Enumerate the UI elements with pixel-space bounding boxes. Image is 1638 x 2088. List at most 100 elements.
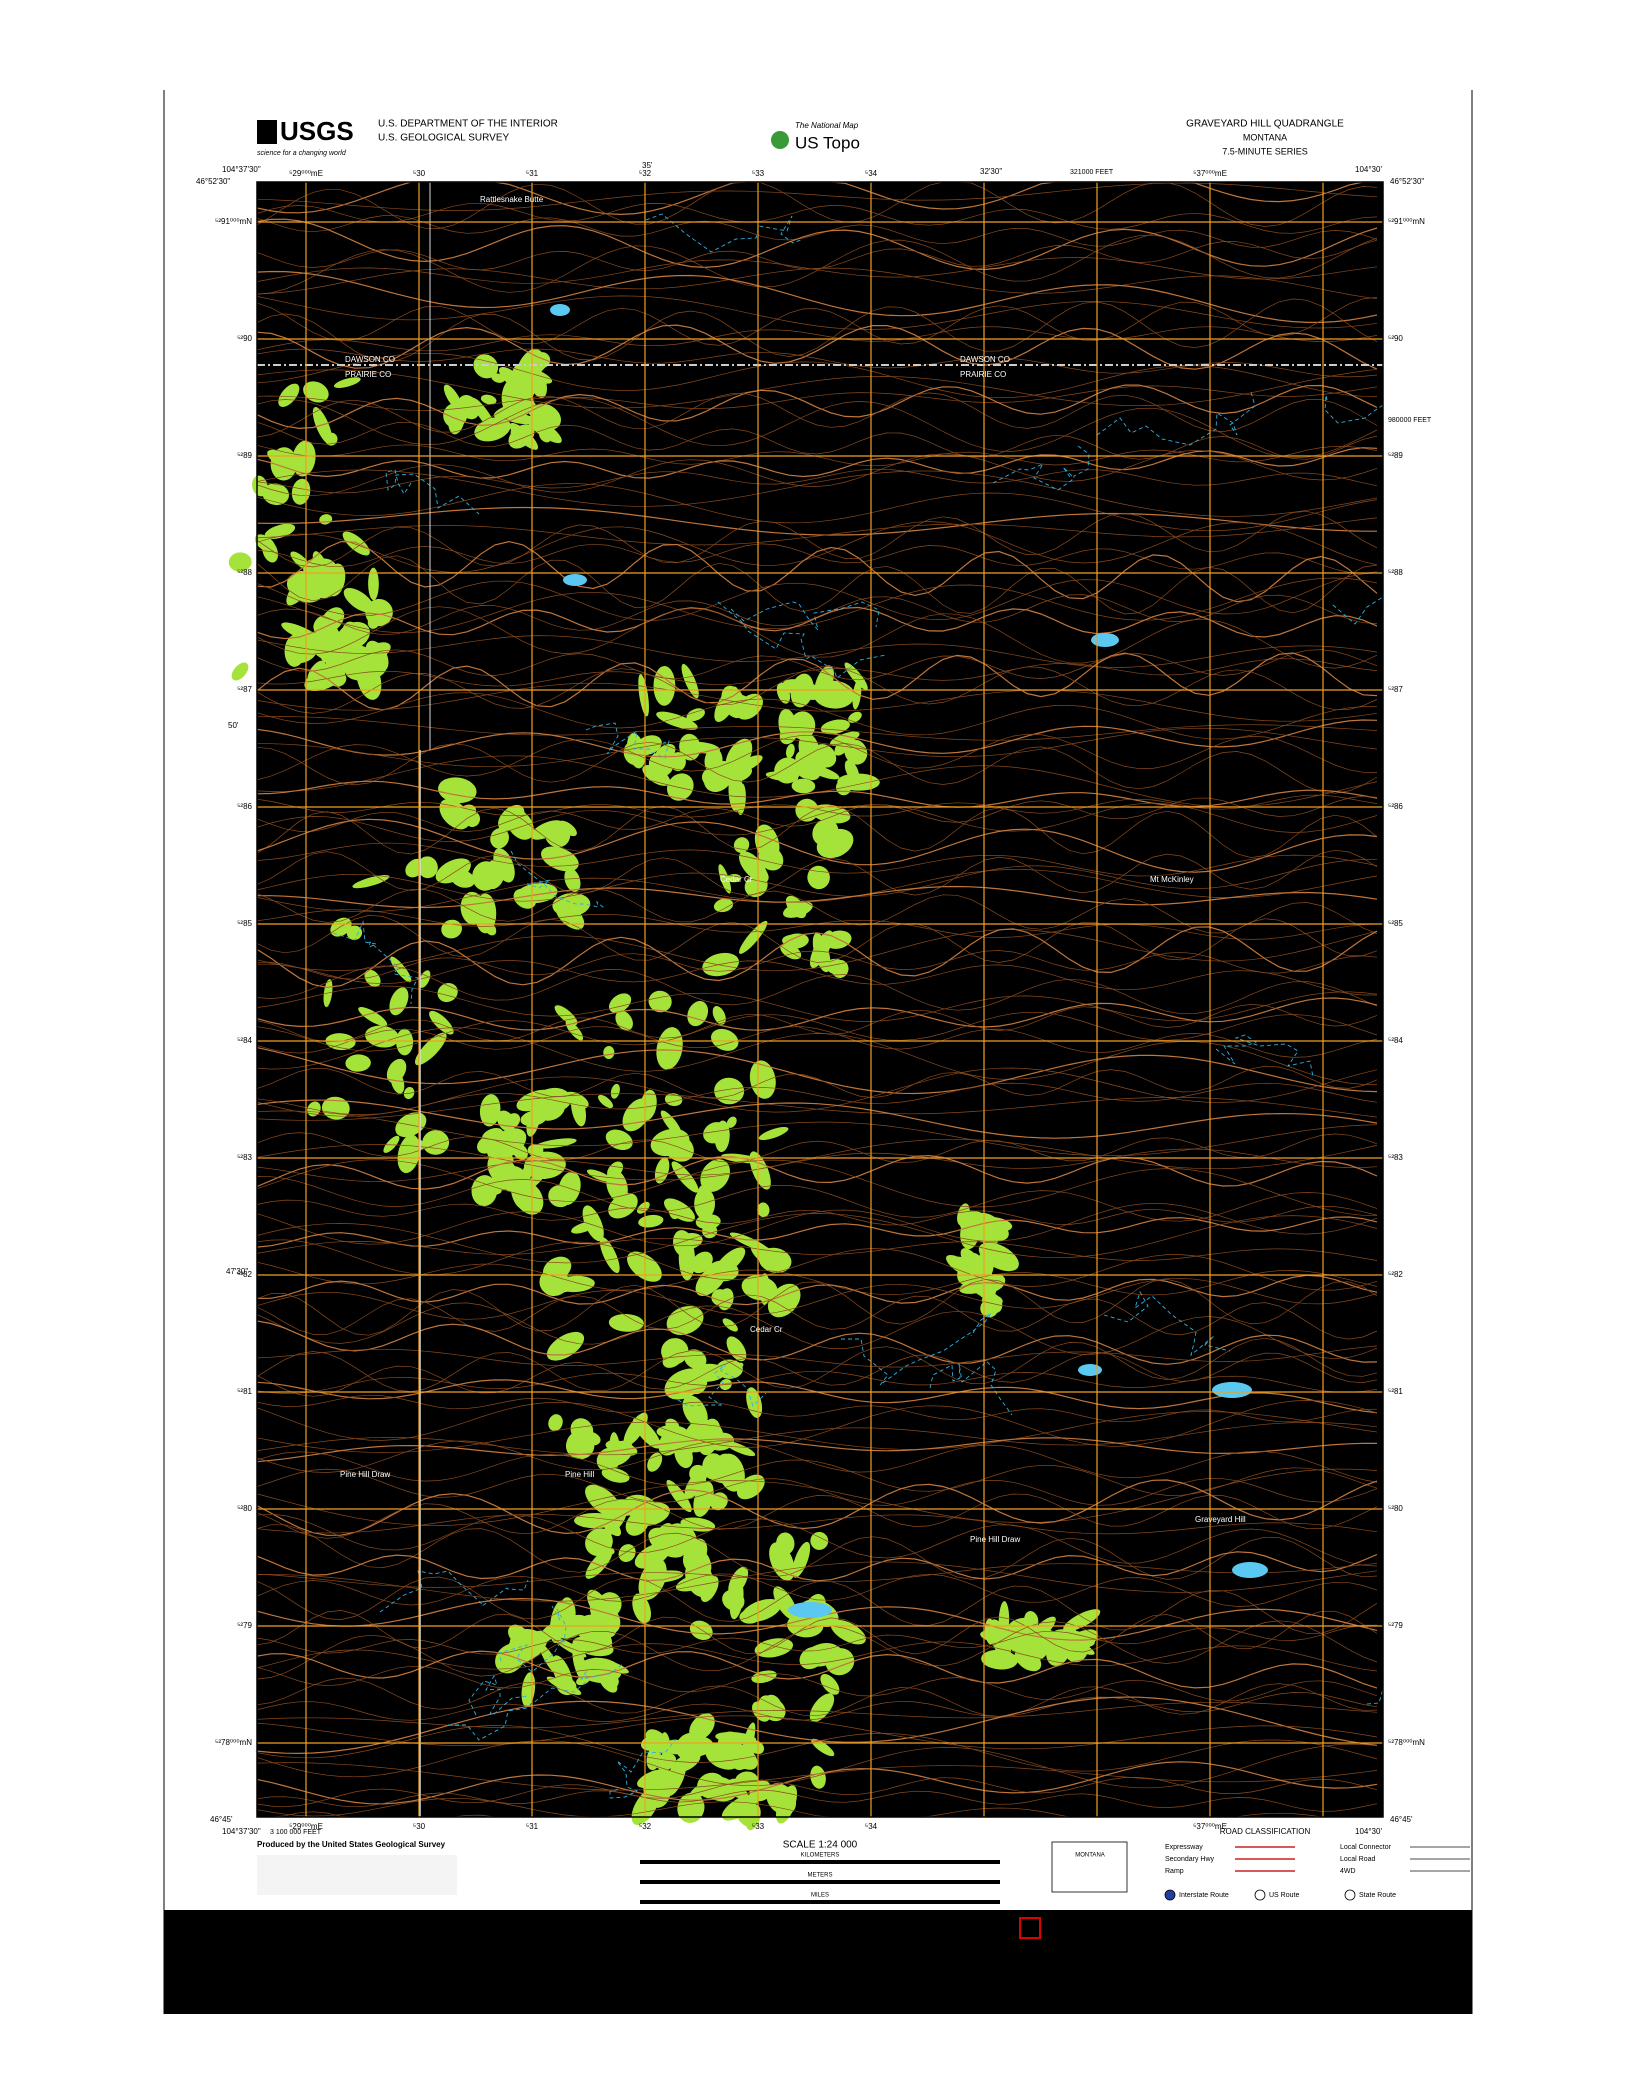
- place-name: Cedar Cr: [750, 1325, 783, 1334]
- vegetation: [548, 1414, 563, 1432]
- vegetation: [684, 1349, 707, 1369]
- scale-unit: FEET: [812, 1906, 828, 1912]
- vegetation: [636, 1201, 650, 1214]
- contour: [256, 297, 1378, 346]
- vegetation: [709, 1492, 728, 1511]
- road-title: ROAD CLASSIFICATION: [1220, 1827, 1311, 1836]
- vegetation: [707, 1260, 739, 1282]
- contour: [256, 1337, 1378, 1392]
- contour: [256, 1789, 1378, 1812]
- contour: [256, 1440, 1378, 1483]
- easting-label: ⁵33: [752, 1822, 765, 1831]
- contour: [256, 1641, 1378, 1672]
- contour: [256, 1027, 1378, 1085]
- vegetation: [834, 733, 855, 756]
- vegetation: [586, 1169, 613, 1182]
- us-topo: US Topo: [795, 133, 860, 152]
- contour: [256, 1513, 1378, 1567]
- contour: [256, 1493, 1378, 1539]
- national-map: The National Map: [795, 121, 859, 130]
- vegetation: [519, 366, 553, 384]
- vegetation: [254, 534, 276, 553]
- vegetation: [691, 1251, 713, 1274]
- stream: [379, 1570, 529, 1613]
- road-label: Secondary Hwy: [1165, 1856, 1215, 1863]
- contour: [256, 1199, 1378, 1226]
- route-symbol: [1254, 1889, 1266, 1901]
- contour: [257, 727, 1378, 768]
- contour: [256, 869, 1378, 913]
- agency: U.S. DEPARTMENT OF THE INTERIOR: [378, 119, 558, 130]
- contour: [256, 1277, 1378, 1320]
- vegetation: [498, 804, 525, 831]
- vegetation: [785, 743, 795, 759]
- vegetation: [713, 898, 734, 913]
- contour: [256, 1004, 1378, 1043]
- road-label: Local Road: [1340, 1856, 1376, 1863]
- contour: [256, 915, 1378, 963]
- place-name: DAWSON CO: [345, 355, 395, 364]
- contour: [256, 849, 1378, 896]
- vegetation: [792, 1541, 811, 1578]
- contour: [256, 1624, 1378, 1655]
- vegetation: [343, 587, 374, 613]
- contour: [256, 517, 1378, 546]
- vegetation: [546, 1331, 585, 1361]
- northing-label: ⁵²90: [1388, 334, 1403, 343]
- map-frame: [256, 181, 1384, 1818]
- vegetation: [682, 1395, 708, 1428]
- vegetation: [365, 640, 389, 672]
- vegetation: [811, 804, 851, 824]
- stream: [992, 445, 1090, 491]
- contour: [256, 1479, 1378, 1536]
- vegetation: [303, 381, 329, 403]
- corner-lat: 46°52'30": [196, 177, 230, 186]
- contour: [256, 1202, 1378, 1247]
- vegetation: [637, 1768, 672, 1789]
- contour: [256, 385, 1378, 411]
- northing-label: ⁵²82: [1388, 1270, 1403, 1279]
- vegetation: [231, 662, 249, 681]
- contour: [256, 469, 1378, 517]
- water: [1212, 1382, 1252, 1398]
- vegetation: [479, 1094, 501, 1127]
- corner-lon: 104°30': [1355, 1827, 1382, 1836]
- contour: [256, 1370, 1378, 1394]
- vegetation: [656, 711, 698, 730]
- vegetation: [487, 1140, 501, 1159]
- contour: [256, 543, 1378, 574]
- northing-label: ⁵²84: [237, 1036, 252, 1045]
- place-name: Rattlesnake Butte: [480, 195, 544, 204]
- contour: [256, 950, 1378, 980]
- stream: [929, 1360, 1013, 1416]
- place-name: PRAIRIE CO: [345, 370, 391, 379]
- contour: [256, 295, 1378, 330]
- northing-label: ⁵²87: [1388, 685, 1403, 694]
- feet-label: 321000 FEET: [1070, 169, 1114, 176]
- vegetation: [604, 1674, 619, 1689]
- vegetation: [726, 1116, 737, 1128]
- contour: [256, 1422, 1378, 1456]
- corner-lon: 104°30': [1355, 165, 1382, 174]
- stream: [332, 920, 419, 1005]
- northing-label: ⁵²85: [237, 919, 252, 928]
- contour: [256, 384, 1378, 430]
- usgs-tagline: science for a changing world: [257, 150, 347, 157]
- vegetation: [581, 1431, 601, 1446]
- vegetation: [638, 674, 649, 717]
- vegetation: [585, 1548, 613, 1579]
- vegetation: [704, 1456, 736, 1484]
- stream: [730, 601, 880, 631]
- vegetation: [852, 679, 862, 710]
- contour: [256, 1026, 1378, 1058]
- corner-lat: 46°45': [210, 1815, 233, 1824]
- vegetation: [632, 1593, 651, 1624]
- vegetation: [660, 1110, 682, 1137]
- vegetation: [558, 820, 577, 837]
- contour: [256, 215, 1378, 248]
- easting-label: ⁵31: [526, 1822, 539, 1831]
- vegetation: [429, 1010, 454, 1035]
- vegetation: [813, 680, 855, 709]
- vegetation: [810, 1531, 829, 1550]
- place-name: DAWSON CO: [960, 355, 1010, 364]
